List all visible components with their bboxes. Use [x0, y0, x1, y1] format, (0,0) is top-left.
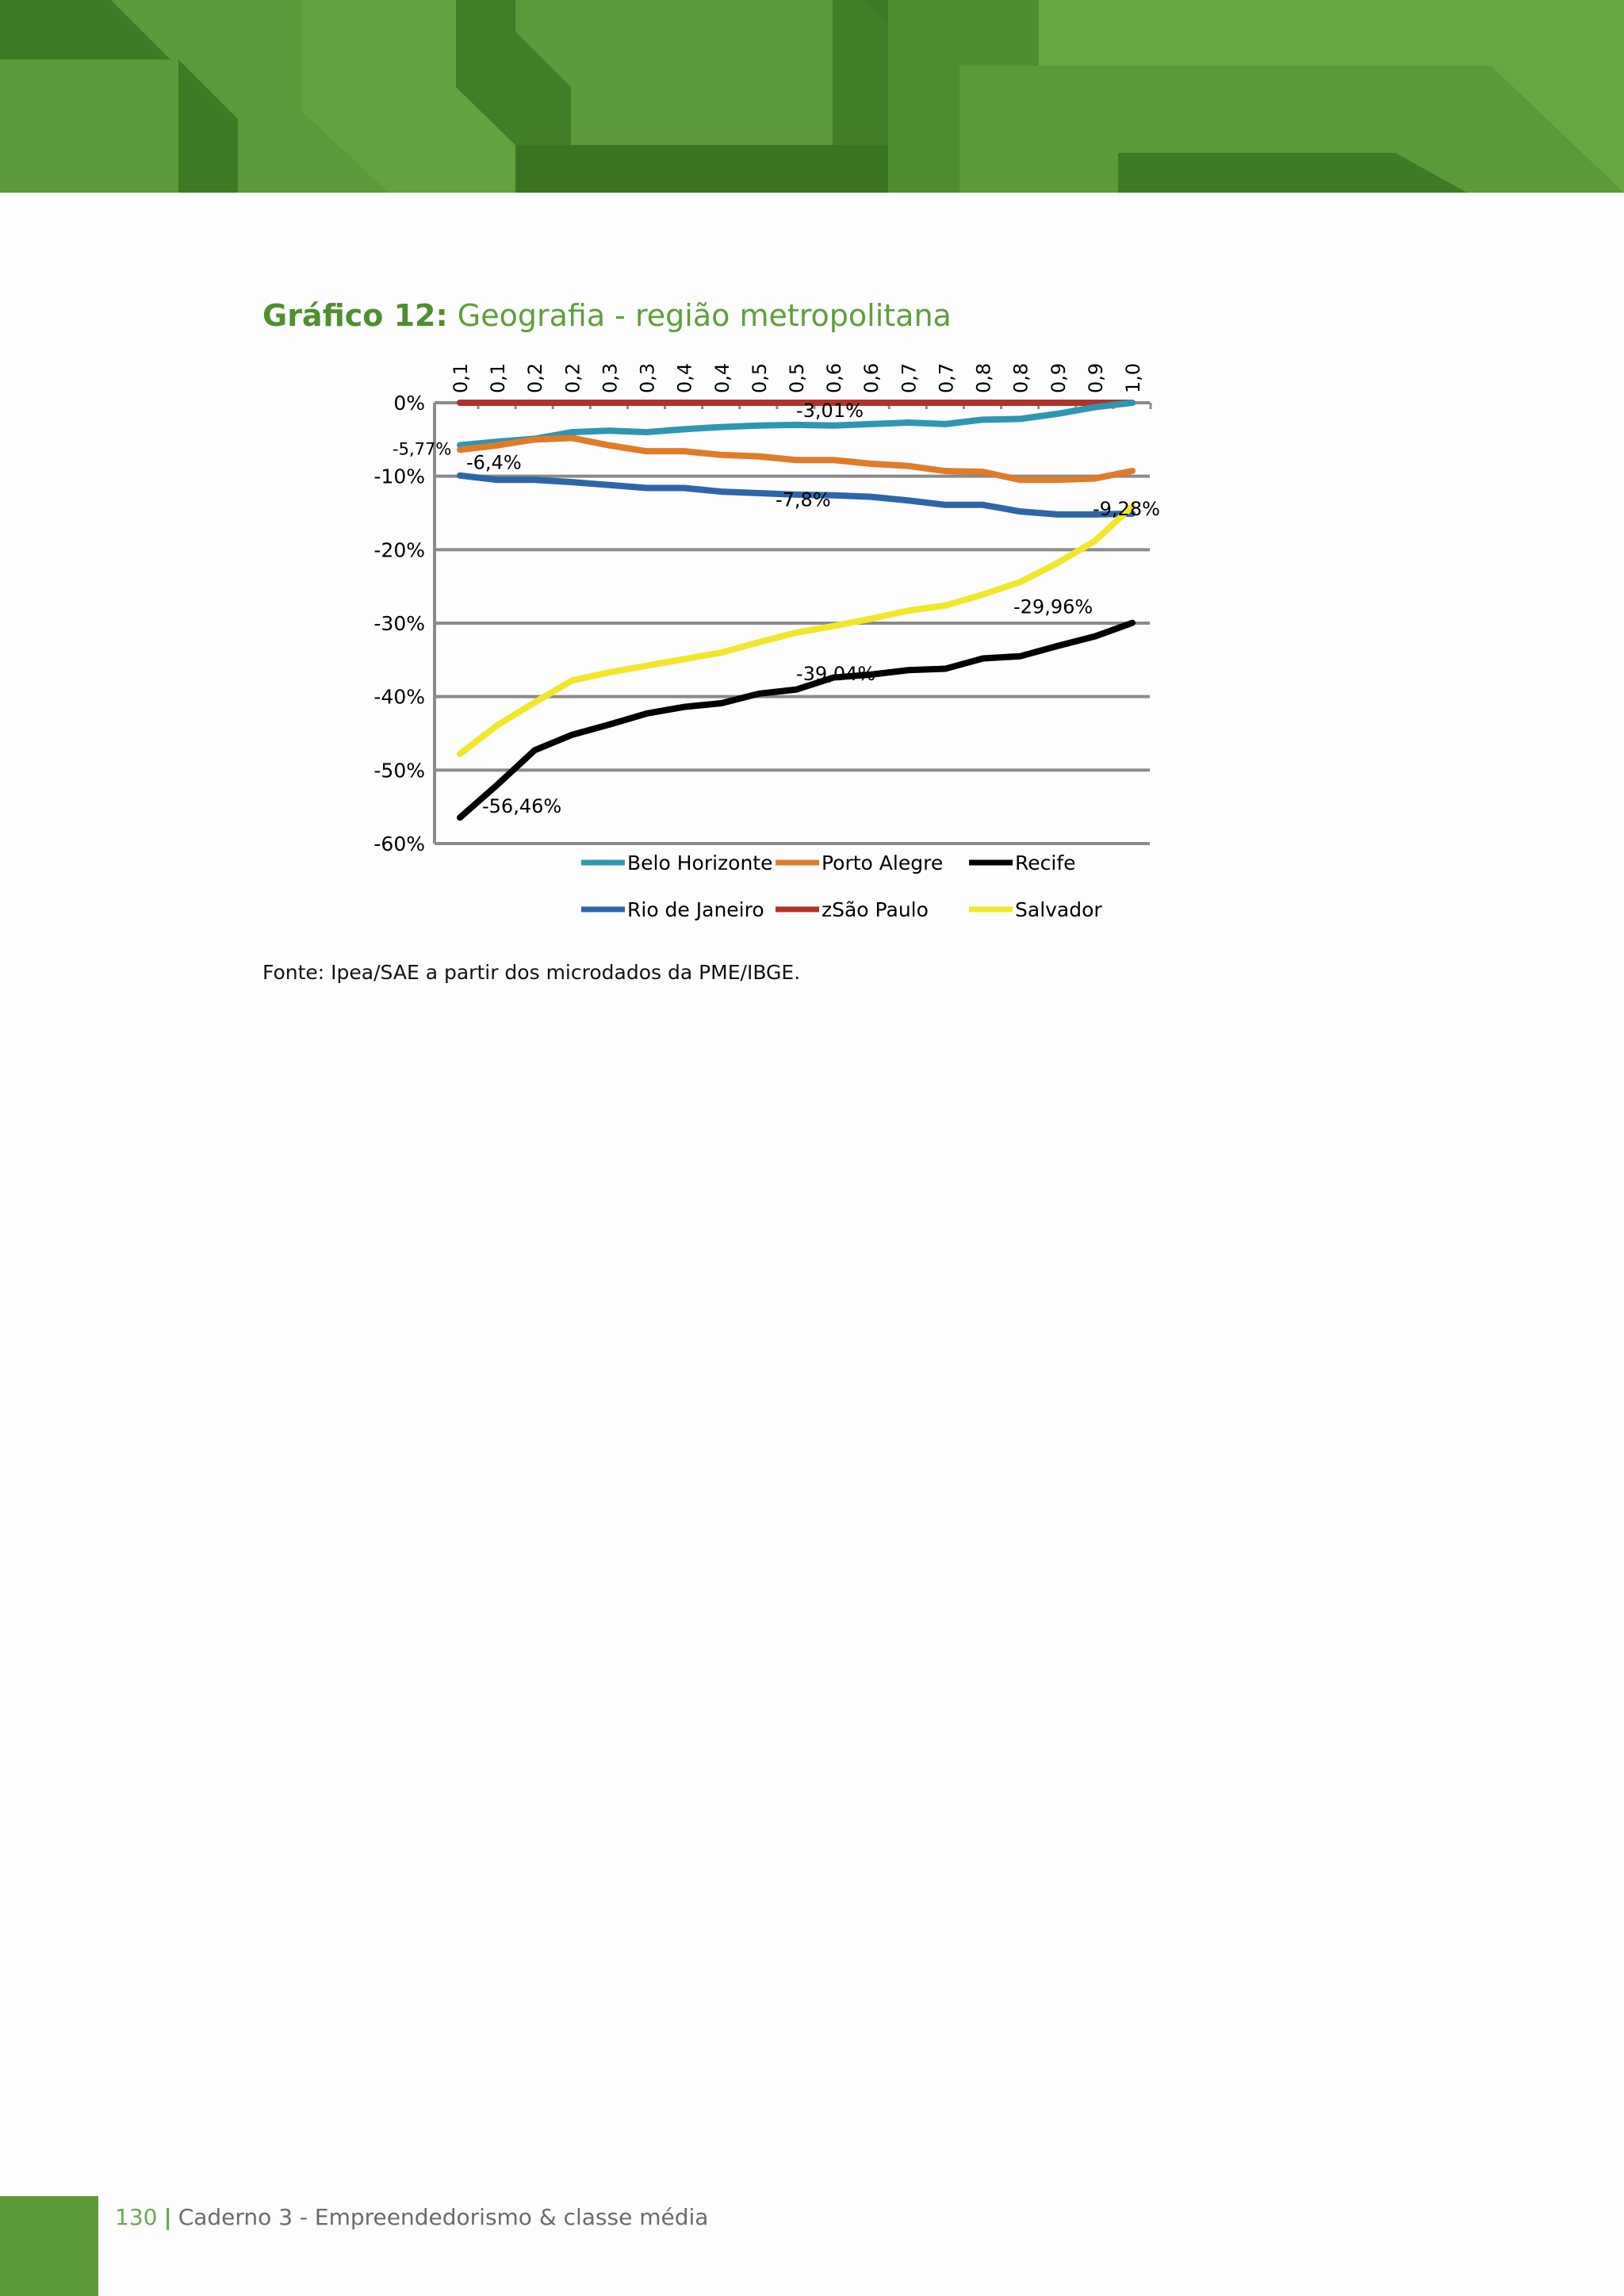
legend-label: Recife [1015, 851, 1076, 874]
chart-title-number: Gráfico 12: [262, 298, 448, 333]
data-label: -29,96% [1013, 596, 1093, 618]
legend-label: Belo Horizonte [627, 851, 772, 874]
x-tick-label: 0,2 [561, 363, 584, 393]
source-note: Fonte: Ipea/SAE a partir dos microdados … [262, 961, 801, 984]
x-tick-label: 0,6 [860, 363, 883, 393]
x-tick-label: 0,3 [637, 363, 659, 393]
data-label: -39,04% [796, 663, 875, 685]
footer: 130 | Caderno 3 - Empreendedorismo & class… [115, 2204, 708, 2230]
data-label: -3,01% [796, 400, 864, 422]
x-tick-label: 0,4 [711, 363, 733, 393]
header-banner [0, 0, 1624, 193]
series-line [457, 619, 1136, 821]
x-tick-label: 0,3 [599, 363, 621, 393]
line-chart: 0% -10% -20% -30% -40% -50% -60% 0,1 0,1 0,2 0,2 0,… [373, 363, 1160, 921]
x-tick-label: 0,8 [1010, 363, 1032, 393]
y-tick-label: -30% [373, 612, 425, 635]
series-line [457, 503, 1136, 757]
x-tick-label: 1,0 [1122, 363, 1144, 393]
x-tick-label: 0,7 [898, 363, 920, 393]
y-tick-label: -40% [373, 686, 425, 709]
x-tick-label: 0,8 [973, 363, 995, 393]
data-label: -7,8% [776, 488, 831, 511]
x-tick-label: 0,1 [450, 363, 472, 393]
page-number: 130 [115, 2204, 158, 2230]
data-label: -9,28% [1093, 498, 1160, 520]
y-tick-label: 0% [393, 392, 425, 415]
x-tick-label: 0,4 [674, 363, 696, 393]
footer-text: Caderno 3 - Empreendedorismo & classe mé… [178, 2204, 709, 2230]
data-label: -5,77% [393, 439, 451, 458]
x-tick-label: 0,5 [786, 363, 808, 393]
y-tick-label: -20% [373, 538, 425, 561]
x-tick-label: 0,7 [935, 363, 957, 393]
x-tick-label: 0,9 [1048, 363, 1070, 393]
y-tick-label: -60% [373, 832, 425, 855]
y-tick-label: -10% [373, 465, 425, 488]
data-label: -56,46% [482, 795, 561, 817]
series-line [457, 400, 1136, 449]
legend-label: Porto Alegre [822, 851, 943, 874]
legend-label: zSão Paulo [822, 898, 929, 921]
x-tick-label: 0,2 [524, 363, 546, 393]
x-tick-label: 0,6 [823, 363, 845, 393]
series-line [457, 472, 1136, 518]
y-tick-label: -50% [373, 759, 425, 782]
series-line [457, 434, 1136, 484]
x-tick-label: 0,5 [749, 363, 771, 393]
legend-label: Salvador [1015, 898, 1102, 921]
chart-title-text: Geografia - região metropolitana [457, 298, 952, 333]
chart-title: Gráfico 12: Geografia - região metropoli… [262, 298, 952, 333]
footer-separator: | [163, 2204, 172, 2230]
footer-green-block [0, 2196, 98, 2296]
x-tick-label: 0,1 [487, 363, 509, 393]
x-tick-label: 0,9 [1085, 363, 1107, 393]
legend-label: Rio de Janeiro [627, 898, 764, 921]
data-label: -6,4% [466, 451, 522, 473]
